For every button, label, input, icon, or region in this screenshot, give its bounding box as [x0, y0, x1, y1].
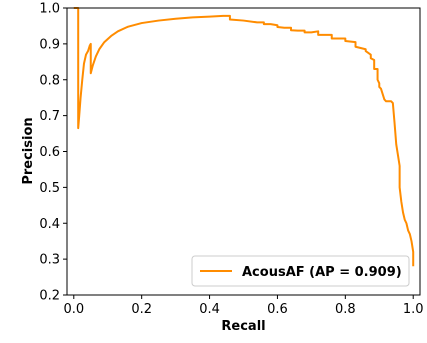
x-tick-label: 0.0	[63, 302, 84, 317]
y-tick-label: 0.4	[39, 217, 60, 232]
axes: 0.0 0.2 0.4 0.6 0.8 1.00.20.30.40.50.60.70.80…	[39, 2, 423, 318]
y-tick-label: 0.7	[39, 109, 60, 124]
x-tick-label: 0.8	[335, 302, 356, 317]
series-line-0	[73, 7, 415, 267]
legend-box	[191, 255, 410, 287]
legend: AcousAF (AP = 0.909)	[191, 255, 410, 287]
y-tick-label: 0.3	[39, 253, 60, 268]
x-tick-label: 0.2	[131, 302, 152, 317]
x-tick-label: 0.6	[267, 302, 288, 317]
x-axis-label: Recall	[221, 319, 265, 334]
legend-label: AcousAF (AP = 0.909)	[242, 265, 402, 280]
y-axis-label: Precision	[21, 117, 36, 184]
x-tick-label: 0.4	[199, 302, 220, 317]
plot-area	[73, 7, 415, 267]
y-tick-label: 0.5	[39, 181, 60, 196]
y-tick-label: 1.0	[39, 2, 60, 17]
y-tick-label: 0.8	[39, 73, 60, 88]
y-tick-label: 0.9	[39, 37, 60, 52]
x-tick-label: 1.0	[403, 302, 424, 317]
y-tick-label: 0.2	[39, 289, 60, 304]
y-tick-label: 0.6	[39, 145, 60, 160]
